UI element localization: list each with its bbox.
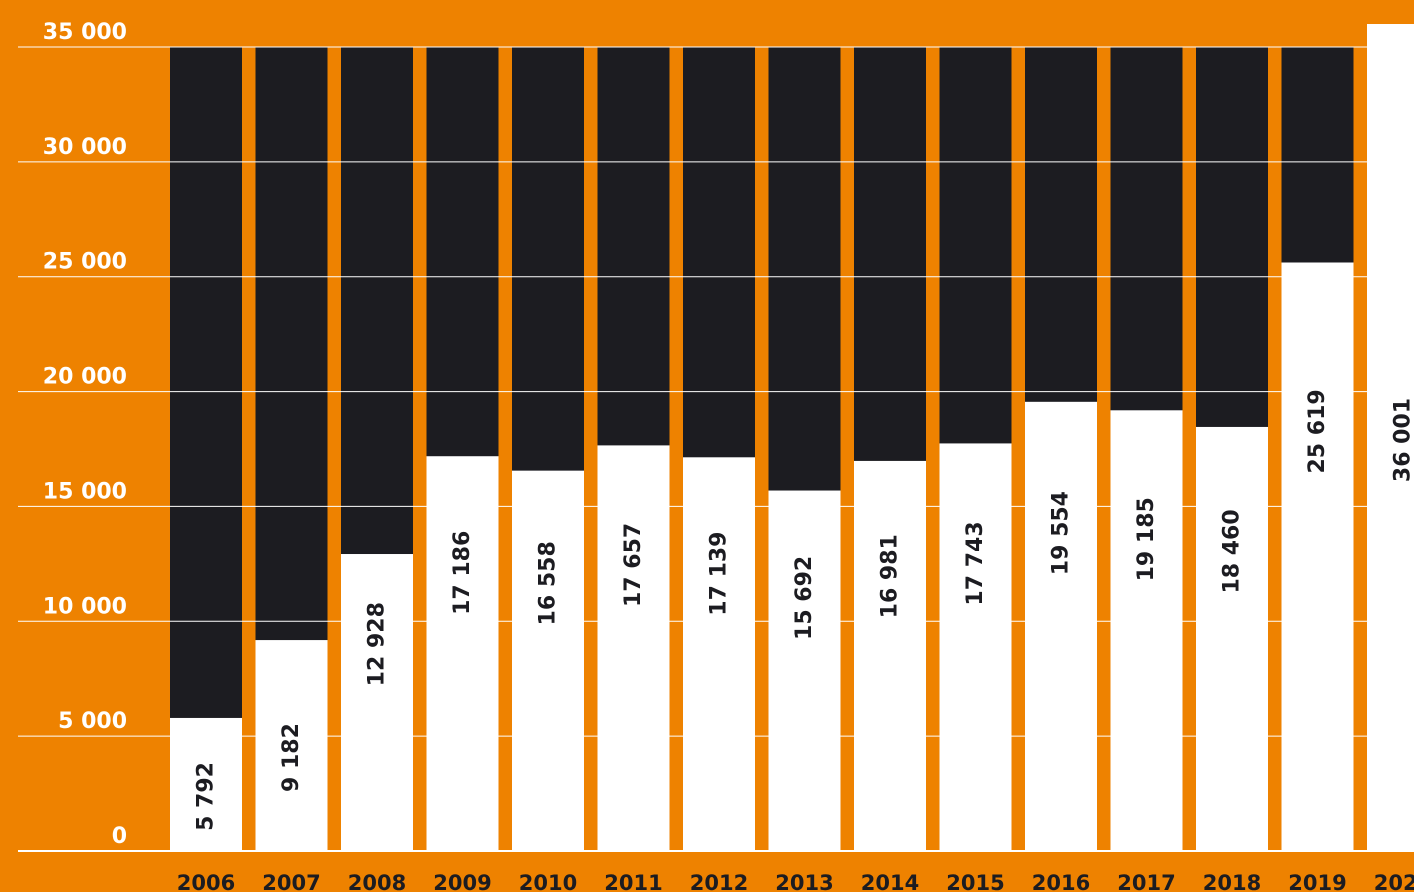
bar-value-label: 17 743	[963, 521, 988, 605]
bar	[170, 717, 242, 851]
x-tick-label: 2015	[946, 871, 1004, 892]
bar	[341, 554, 413, 851]
x-tick-label: 2018	[1203, 871, 1261, 892]
bar-value-label: 19 554	[1049, 491, 1074, 575]
bar-value-label: 36 001	[1391, 398, 1414, 482]
y-tick-label: 25 000	[43, 250, 127, 275]
x-tick-label: 2013	[775, 871, 833, 892]
bar	[1196, 426, 1268, 851]
y-tick-label: 10 000	[43, 594, 127, 619]
y-axis-tick-labels: 0 5 000 10 000 15 000 20 000 25 000 30 000 35 0…	[43, 20, 127, 849]
y-tick-label: 30 000	[43, 135, 127, 160]
bar	[255, 640, 328, 851]
x-tick-label: 2012	[690, 871, 748, 892]
bar	[768, 490, 841, 851]
y-tick-label: 35 000	[43, 20, 127, 45]
bar-track	[170, 47, 242, 851]
bar	[683, 457, 755, 851]
bar-value-label: 19 185	[1134, 497, 1159, 581]
bar-value-label: 9 182	[279, 723, 304, 792]
bar-value-label: 15 692	[792, 556, 817, 640]
bar-value-label: 17 186	[450, 531, 475, 615]
bar	[1025, 401, 1097, 851]
y-tick-label: 15 000	[43, 479, 127, 504]
x-tick-label: 2016	[1032, 871, 1090, 892]
x-tick-label: 2011	[604, 871, 662, 892]
bar-value-labels: 5 792 9 182 12 928 17 186 16 558 17 657 17 139…	[194, 389, 1414, 831]
x-tick-label: 2009	[433, 871, 491, 892]
bar	[597, 445, 670, 851]
bar	[939, 443, 1012, 851]
x-tick-label: 2008	[348, 871, 406, 892]
bar	[426, 456, 499, 851]
x-tick-label: 2007	[262, 871, 320, 892]
x-tick-label: 2019	[1288, 871, 1346, 892]
y-tick-label: 20 000	[43, 365, 127, 390]
x-axis-year-labels: 2006 2007 2008 2009 2010 2011 2012 2013 2014 2015…	[177, 871, 1414, 892]
x-tick-label: 2017	[1117, 871, 1175, 892]
bar	[1281, 262, 1354, 851]
x-tick-label: 2014	[861, 871, 919, 892]
x-tick-label: 2020	[1374, 871, 1414, 892]
bar-value-label: 17 139	[707, 531, 732, 615]
bar-value-label: 16 981	[878, 534, 903, 618]
bars	[170, 24, 1414, 851]
bar-value-label: 25 619	[1305, 389, 1330, 473]
bar	[512, 470, 584, 851]
bar-value-label: 12 928	[365, 602, 390, 686]
x-tick-label: 2006	[177, 871, 235, 892]
bar	[1110, 410, 1183, 851]
bar-value-label: 18 460	[1220, 509, 1245, 593]
bar-value-label: 17 657	[621, 523, 646, 607]
x-tick-label: 2010	[519, 871, 577, 892]
bar-value-label: 5 792	[194, 762, 219, 831]
bar	[1367, 24, 1414, 851]
y-tick-label: 0	[112, 824, 127, 849]
bar-value-label: 16 558	[536, 541, 561, 625]
y-tick-label: 5 000	[58, 709, 127, 734]
bar	[854, 460, 926, 851]
